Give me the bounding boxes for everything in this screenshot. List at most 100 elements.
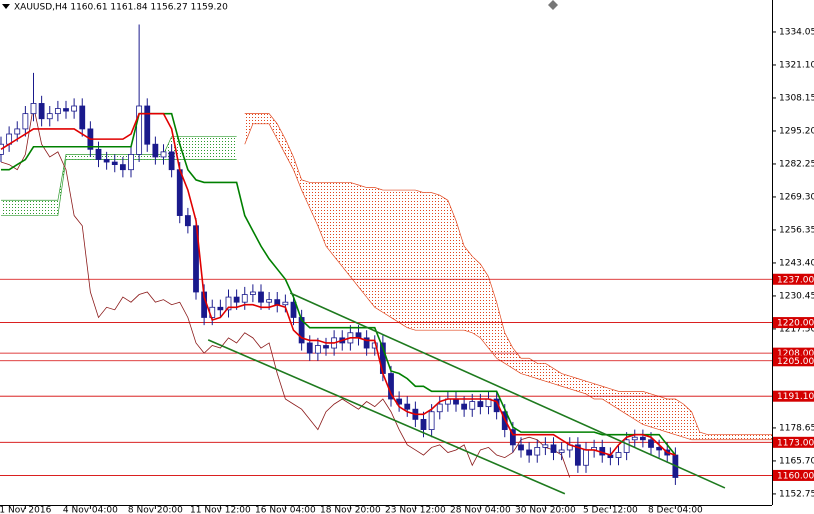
marker-diamond xyxy=(548,0,558,10)
candle-body xyxy=(63,108,69,112)
level-tag xyxy=(773,469,814,481)
candle-body xyxy=(144,105,151,145)
candle-body xyxy=(404,403,411,410)
candle-body xyxy=(282,301,289,306)
y-tick-label: 1308.15 xyxy=(779,93,814,103)
candle-body xyxy=(306,342,313,354)
candle-body xyxy=(477,401,484,408)
level-tag xyxy=(773,317,814,329)
candle-body xyxy=(298,317,305,344)
candle-body xyxy=(217,306,224,311)
candle-body xyxy=(111,161,118,165)
candle-body xyxy=(631,436,638,441)
menu-triangle[interactable] xyxy=(2,4,10,9)
level-tag xyxy=(773,390,814,402)
candle-body xyxy=(542,444,549,448)
x-tick-label: 16 Nov 04:00 xyxy=(255,506,316,514)
candle-body xyxy=(574,444,581,466)
candle-body xyxy=(526,449,533,456)
candle-body xyxy=(428,411,435,430)
x-tick-label: 4 Nov 04:00 xyxy=(63,506,118,514)
x-tick-label: 28 Nov 04:00 xyxy=(450,506,511,514)
x-tick-label: 30 Nov 20:00 xyxy=(515,506,576,514)
candle-body xyxy=(323,345,329,349)
candle-body xyxy=(656,447,663,451)
lagging-line xyxy=(0,105,571,478)
level-label: 1208.00 xyxy=(777,349,814,359)
indicator-line xyxy=(1,112,677,456)
candle-body xyxy=(38,103,45,120)
y-tick-label: 1165.70 xyxy=(779,456,814,466)
candle-body xyxy=(648,439,654,448)
y-tick-label: 1334.05 xyxy=(779,27,814,37)
y-tick-label: 1269.30 xyxy=(779,192,814,202)
candle-body xyxy=(152,143,159,158)
level-tag xyxy=(773,347,814,359)
candle-body xyxy=(71,105,78,112)
level-label: 1191.10 xyxy=(777,392,814,402)
candle-body xyxy=(30,103,37,115)
candle-body xyxy=(420,418,427,430)
level-tag xyxy=(773,436,814,448)
candle-body xyxy=(290,301,297,318)
candle-body xyxy=(509,429,516,446)
x-tick-label: 1 Nov 2016 xyxy=(0,506,52,514)
level-label: 1220.00 xyxy=(777,319,814,329)
candle-body xyxy=(258,291,264,303)
indicator-line xyxy=(0,112,676,456)
candle-body xyxy=(550,444,557,453)
candle-body xyxy=(46,113,53,120)
cloud-edge xyxy=(244,123,772,441)
chart-title: XAUUSD,H4 1160.61 1161.84 1156.27 1159.2… xyxy=(14,3,228,13)
cloud-edge xyxy=(244,113,772,436)
candle-body xyxy=(79,105,86,130)
x-tick-label: 18 Nov 20:00 xyxy=(320,506,381,514)
candle-body xyxy=(225,296,232,311)
level-label: 1237.00 xyxy=(777,275,814,285)
candle-body xyxy=(461,403,468,410)
candle-body xyxy=(558,449,565,453)
candle-body xyxy=(22,113,29,130)
candle-body xyxy=(128,154,134,171)
y-tick-label: 1217.50 xyxy=(779,324,814,334)
candle-body xyxy=(623,439,630,453)
candle-body xyxy=(103,159,110,163)
level-label: 1173.00 xyxy=(777,438,814,448)
trend-line xyxy=(207,339,566,495)
trend-line xyxy=(289,292,726,489)
candle-body xyxy=(639,436,646,441)
candle-body xyxy=(583,449,589,466)
level-label: 1160.00 xyxy=(777,471,814,481)
level-tag xyxy=(773,355,814,367)
candle-body xyxy=(136,105,143,155)
candle-body xyxy=(119,164,126,171)
y-tick-label: 1256.35 xyxy=(779,225,814,235)
y-tick-label: 1282.25 xyxy=(779,159,814,169)
candle-body xyxy=(534,447,541,456)
candle-body xyxy=(249,291,256,295)
candle-body xyxy=(469,401,476,410)
candle-body xyxy=(184,215,191,227)
candle-body xyxy=(266,299,273,303)
plot-area xyxy=(0,24,772,495)
candle-body xyxy=(233,296,240,303)
y-tick-label: 1295.20 xyxy=(779,126,814,136)
candle-body xyxy=(176,169,183,216)
candle-body xyxy=(54,108,61,115)
cloud-edge xyxy=(1,159,237,216)
candle-body xyxy=(518,444,524,451)
level-tag xyxy=(773,273,814,285)
candle-body xyxy=(168,151,175,171)
x-tick-label: 8 Nov 20:00 xyxy=(128,506,183,514)
y-tick-label: 1243.40 xyxy=(779,258,814,268)
cloud xyxy=(244,113,772,440)
candle-body xyxy=(615,452,622,459)
candle-body xyxy=(363,337,370,349)
x-tick-label: 8 Dec 04:00 xyxy=(648,506,703,514)
candle-body xyxy=(314,345,321,354)
cloud-edge xyxy=(1,136,237,201)
level-label: 1205.00 xyxy=(777,357,814,367)
x-tick-label: 5 Dec 12:00 xyxy=(583,506,638,514)
y-tick-label: 1178.65 xyxy=(779,423,814,433)
